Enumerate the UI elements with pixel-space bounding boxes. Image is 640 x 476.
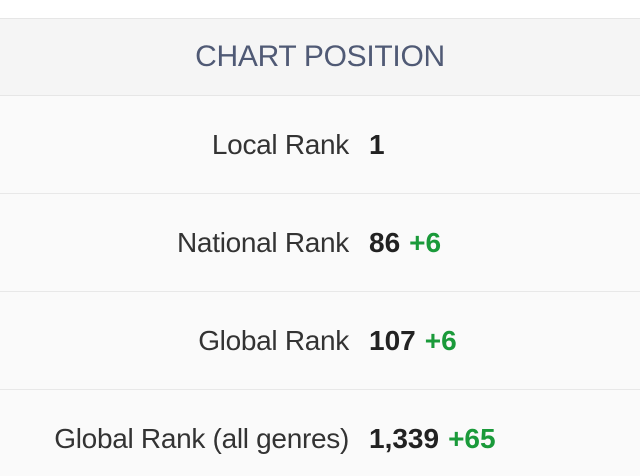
- rank-value: 107: [369, 324, 416, 356]
- rank-label: Global Rank (all genres): [54, 422, 349, 454]
- rank-row: Global Rank (all genres) 1,339 +65: [0, 390, 640, 476]
- rank-label: Global Rank: [198, 324, 349, 356]
- rank-value: 1: [369, 128, 385, 160]
- rank-table: Local Rank 1 National Rank 86 +6 Global Rank 1…: [0, 96, 640, 476]
- rank-change: +6: [409, 226, 442, 258]
- rank-value: 1,339: [369, 422, 440, 454]
- rank-row: National Rank 86 +6: [0, 194, 640, 292]
- section-header: CHART POSITION: [0, 19, 640, 96]
- rank-label: Local Rank: [211, 128, 349, 160]
- rank-change: +6: [424, 324, 457, 356]
- rank-change: +65: [448, 422, 496, 454]
- rank-row: Global Rank 107 +6: [0, 292, 640, 390]
- rank-row: Local Rank 1: [0, 96, 640, 194]
- rank-value: 86: [369, 226, 401, 258]
- rank-label: National Rank: [177, 226, 349, 258]
- top-strip: [0, 0, 640, 19]
